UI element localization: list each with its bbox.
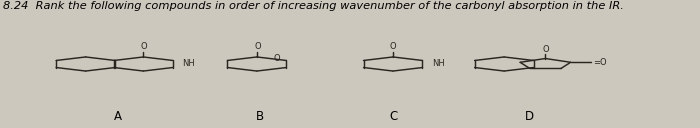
Text: A: A <box>113 110 122 123</box>
Text: O: O <box>274 54 280 62</box>
Text: O: O <box>390 42 396 51</box>
Text: O: O <box>255 42 261 51</box>
Text: B: B <box>256 110 264 123</box>
Text: O: O <box>140 42 147 51</box>
Text: NH: NH <box>432 60 444 68</box>
Text: C: C <box>389 110 397 123</box>
Text: 8.24  Rank the following compounds in order of increasing wavenumber of the carb: 8.24 Rank the following compounds in ord… <box>3 1 624 11</box>
Text: O: O <box>542 45 549 54</box>
Text: D: D <box>524 110 533 123</box>
Text: =O: =O <box>593 58 606 67</box>
Text: NH: NH <box>183 60 195 68</box>
